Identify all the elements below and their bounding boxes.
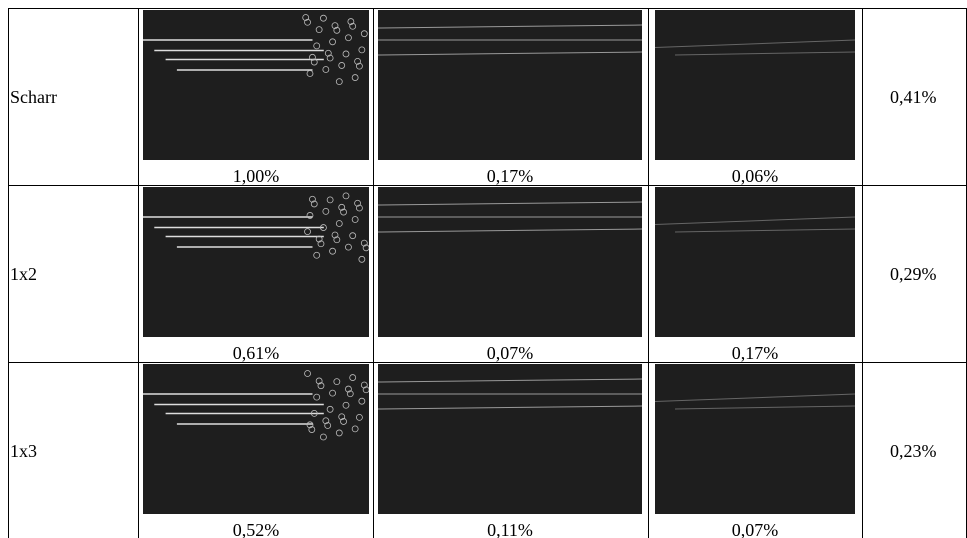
result-image: [378, 187, 642, 337]
column-border: [862, 8, 863, 538]
result-image: [655, 364, 855, 514]
column-border: [138, 8, 139, 538]
image-caption: 0,52%: [232, 520, 280, 538]
result-image: [143, 187, 369, 337]
result-image: [143, 364, 369, 514]
column-border: [8, 8, 9, 538]
image-caption: 1,00%: [232, 166, 280, 186]
row-average: 0,41%: [890, 87, 937, 107]
image-caption: 0,11%: [487, 520, 533, 538]
row-label: 1x3: [10, 441, 37, 461]
image-caption: 0,61%: [232, 343, 280, 363]
result-image: [378, 364, 642, 514]
row-average: 0,29%: [890, 264, 937, 284]
image-caption: 0,06%: [731, 166, 779, 186]
result-image: [143, 10, 369, 160]
image-caption: 0,07%: [731, 520, 779, 538]
image-caption: 0,07%: [486, 343, 534, 363]
row-label: Scharr: [10, 87, 57, 107]
row-label: 1x2: [10, 264, 37, 284]
result-image: [655, 187, 855, 337]
row-border: [8, 185, 967, 186]
image-caption: 0,17%: [731, 343, 779, 363]
result-image: [655, 10, 855, 160]
result-image: [378, 10, 642, 160]
column-border: [373, 8, 374, 538]
image-caption: 0,17%: [486, 166, 534, 186]
column-border: [648, 8, 649, 538]
row-border: [8, 8, 967, 9]
row-average: 0,23%: [890, 441, 937, 461]
row-border: [8, 362, 967, 363]
